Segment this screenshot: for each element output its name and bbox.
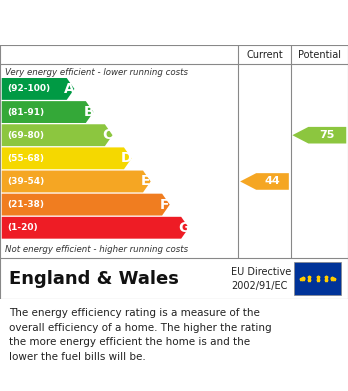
Polygon shape [2,124,112,146]
Text: The energy efficiency rating is a measure of the
overall efficiency of a home. T: The energy efficiency rating is a measur… [9,308,271,362]
Text: A: A [64,82,75,96]
Text: F: F [160,197,169,212]
Text: (55-68): (55-68) [8,154,45,163]
Text: (81-91): (81-91) [8,108,45,117]
Text: Not energy efficient - higher running costs: Not energy efficient - higher running co… [5,245,188,254]
Text: Current: Current [246,50,283,59]
Text: 2002/91/EC: 2002/91/EC [231,281,288,291]
Text: D: D [121,151,133,165]
Text: (1-20): (1-20) [8,223,38,232]
Polygon shape [2,170,151,192]
Text: B: B [83,105,94,119]
Text: E: E [141,174,151,188]
Text: (39-54): (39-54) [8,177,45,186]
FancyBboxPatch shape [294,262,341,295]
Polygon shape [2,101,94,123]
Polygon shape [292,127,346,143]
Text: (69-80): (69-80) [8,131,45,140]
Text: (92-100): (92-100) [8,84,51,93]
Text: EU Directive: EU Directive [231,267,292,278]
Text: England & Wales: England & Wales [9,269,179,288]
Polygon shape [240,173,289,190]
Text: C: C [103,128,113,142]
Polygon shape [2,147,132,169]
Polygon shape [2,194,170,215]
Polygon shape [2,217,189,239]
Text: Potential: Potential [298,50,341,59]
Polygon shape [2,78,74,100]
Text: 75: 75 [319,130,335,140]
Text: G: G [178,221,190,235]
Text: Very energy efficient - lower running costs: Very energy efficient - lower running co… [5,68,188,77]
Text: (21-38): (21-38) [8,200,45,209]
Text: 44: 44 [264,176,280,187]
Text: Energy Efficiency Rating: Energy Efficiency Rating [9,16,230,31]
